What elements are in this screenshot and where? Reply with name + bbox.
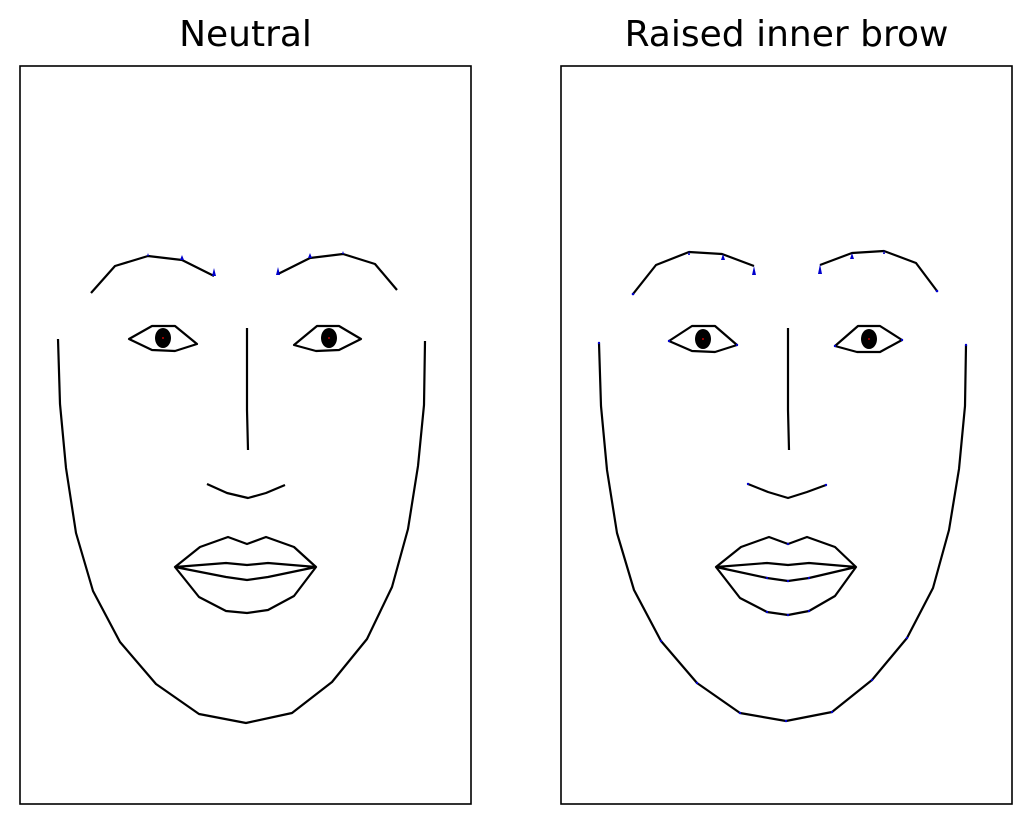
nose-base	[206, 482, 286, 500]
left-eye	[127, 324, 199, 353]
marker-lip	[765, 610, 769, 614]
movement-markers	[147, 251, 344, 276]
marker-left-brow-mid	[688, 251, 690, 255]
marker-lip	[765, 576, 769, 580]
marker-right-inner-brow	[276, 267, 280, 275]
marker-nose	[746, 482, 750, 486]
marker-lip	[786, 613, 790, 617]
upper-inner-lip	[174, 561, 317, 569]
marker-brow-outer-left	[631, 292, 635, 296]
marker-right-brow	[850, 253, 854, 259]
right-eyebrow	[277, 252, 398, 291]
jaw-outline	[56, 338, 427, 725]
marker-eye	[900, 338, 904, 342]
left-pupil-center	[702, 338, 704, 340]
marker-lip	[807, 576, 811, 580]
panel-title-raised-inner-brow: Raised inner brow	[624, 14, 949, 55]
marker-jaw	[905, 636, 909, 640]
marker-eye	[667, 339, 671, 343]
marker-right-brow-mid	[883, 250, 885, 254]
panel-frame	[19, 65, 472, 805]
outer-lips	[173, 535, 318, 615]
jaw-outline	[597, 342, 968, 723]
nose-base	[747, 482, 827, 500]
panel-frame	[560, 65, 1013, 805]
left-eyebrow	[632, 250, 755, 295]
movement-markers	[597, 250, 968, 723]
right-pupil-center	[328, 337, 330, 339]
marker-left-brow	[180, 255, 184, 260]
outer-lips	[714, 535, 858, 617]
marker-jaw	[597, 341, 601, 345]
marker-jaw	[738, 711, 742, 715]
marker-right-brow	[308, 253, 312, 258]
marker-eye	[735, 343, 739, 347]
upper-inner-lip	[715, 561, 857, 569]
nose-bridge	[786, 328, 791, 451]
marker-eye	[833, 344, 837, 348]
left-eyebrow	[90, 254, 215, 294]
marker-jaw	[659, 639, 663, 643]
left-pupil-center	[162, 337, 164, 339]
marker-jaw	[870, 678, 874, 682]
marker-brow-outer-right	[935, 289, 939, 293]
marker-left-inner-brow	[752, 266, 756, 275]
marker-left-brow	[721, 254, 725, 260]
right-eye	[292, 324, 363, 353]
panel-title-neutral: Neutral	[179, 14, 312, 55]
marker-left-inner-brow	[212, 268, 216, 276]
marker-lip	[786, 579, 790, 583]
marker-nose	[824, 483, 828, 487]
right-pupil-center	[868, 338, 870, 340]
lower-inner-lip	[174, 565, 317, 582]
marker-lip	[807, 609, 811, 613]
marker-jaw	[784, 719, 788, 723]
marker-right-inner-brow	[818, 264, 822, 274]
nose-bridge	[245, 328, 250, 451]
marker-lip	[786, 542, 790, 546]
marker-jaw	[830, 710, 834, 714]
marker-jaw	[964, 343, 968, 347]
lower-inner-lip	[715, 565, 857, 583]
panel-raised-inner-brow	[560, 65, 1013, 805]
marker-left-brow-mid	[147, 253, 149, 256]
marker-right-brow-mid	[342, 251, 344, 254]
panel-neutral	[19, 65, 472, 805]
right-eyebrow	[819, 249, 938, 292]
marker-jaw	[695, 681, 699, 685]
